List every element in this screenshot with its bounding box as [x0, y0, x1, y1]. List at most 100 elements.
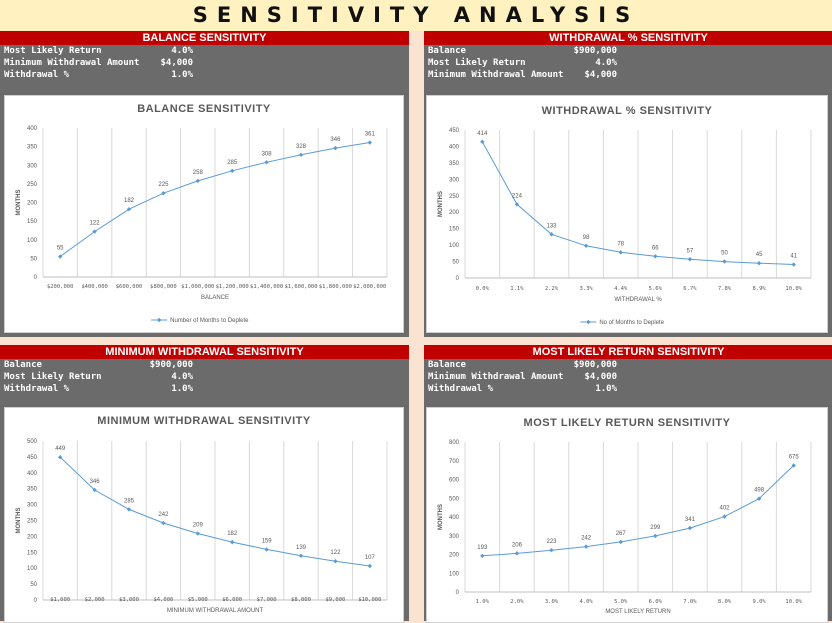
data-label: 139 [296, 545, 307, 551]
y-tick-label: 250 [27, 182, 38, 188]
x-tick-label: $1,600,000 [284, 284, 317, 290]
data-label: 122 [90, 221, 101, 227]
y-tick-label: 300 [449, 534, 460, 540]
chart-most-likely-return: MOST LIKELY RETURN SENSITIVITY 0 100 200 300… [426, 407, 828, 623]
data-label: 346 [90, 479, 101, 485]
panel-header: WITHDRAWAL % SENSITIVITY [424, 31, 832, 45]
data-point [791, 463, 796, 468]
x-tick-label: 6.0% [649, 599, 663, 605]
y-tick-label: 500 [27, 439, 38, 445]
data-point [480, 553, 485, 559]
data-point [195, 531, 200, 536]
data-point [618, 250, 623, 255]
series-line [59, 456, 370, 567]
x-tick-label: 5.0% [614, 599, 628, 605]
data-label: 133 [546, 223, 557, 229]
param-value: 4.0% [171, 46, 193, 56]
panel-header: MINIMUM WITHDRAWAL SENSITIVITY [0, 345, 409, 359]
chart-title: BALANCE SENSITIVITY [137, 103, 271, 115]
series-line [482, 465, 795, 557]
data-point [333, 559, 338, 564]
legend-marker [156, 317, 162, 323]
x-tick-label: 7.0% [683, 599, 697, 605]
x-tick-label: 3.0% [545, 599, 559, 605]
y-axis-label: MONTHS [438, 191, 444, 217]
y-tick-label: 100 [449, 571, 460, 577]
data-point [92, 487, 97, 493]
y-tick-label: 400 [449, 144, 460, 150]
y-tick-label: 150 [27, 550, 38, 556]
data-point [264, 547, 269, 552]
x-tick-label: 1.0% [476, 599, 490, 605]
data-label: 242 [158, 512, 169, 518]
x-tick-label: 3.3% [579, 286, 593, 292]
y-tick-label: 200 [27, 201, 38, 207]
data-point [298, 553, 304, 558]
x-tick-label: 1.1% [510, 286, 524, 292]
param-row: Balance $900,000 [427, 359, 830, 371]
y-tick-label: 300 [27, 503, 38, 509]
data-label: 182 [227, 531, 238, 537]
y-tick-label: 800 [449, 440, 460, 446]
x-tick-label: 2.0% [510, 599, 524, 605]
data-label: 242 [581, 536, 592, 542]
data-point [791, 262, 796, 267]
param-row: Minimum Withdrawal Amount $4,000 [427, 371, 830, 383]
data-label: 159 [262, 538, 273, 544]
x-tick-label: 9.0% [752, 599, 766, 605]
y-tick-label: 350 [449, 161, 460, 167]
y-tick-label: 200 [449, 210, 460, 216]
data-point [367, 563, 372, 569]
param-row: Minimum Withdrawal Amount $4,000 [3, 57, 406, 69]
y-tick-label: 450 [449, 128, 460, 134]
y-tick-label: 150 [27, 219, 38, 225]
data-point [92, 229, 97, 234]
data-label: 285 [227, 160, 238, 166]
data-point [58, 254, 63, 259]
param-value: $900,000 [573, 360, 617, 370]
y-tick-label: 350 [27, 145, 38, 151]
param-label: Withdrawal % [4, 384, 70, 394]
data-label: 258 [193, 170, 204, 176]
data-point [298, 152, 304, 158]
chart-title: WITHDRAWAL % SENSITIVITY [542, 105, 713, 117]
legend-label: No of Months to Deplete [599, 320, 664, 326]
param-value: 1.0% [171, 384, 193, 394]
x-tick-label: $1,000 [50, 597, 70, 603]
x-tick-label: $10,000 [358, 597, 381, 603]
x-tick-label: $1,800,000 [319, 284, 352, 290]
y-tick-label: 300 [27, 163, 38, 169]
x-tick-label: $1,200,000 [216, 284, 249, 290]
data-point [161, 190, 166, 196]
data-point [480, 139, 485, 145]
data-label: 55 [57, 246, 64, 252]
data-label: 50 [721, 251, 728, 257]
param-row: Balance $900,000 [427, 45, 830, 57]
data-point [333, 145, 338, 151]
x-tick-label: 7.8% [718, 286, 732, 292]
param-label: Minimum Withdrawal Amount [428, 70, 564, 80]
data-label: 225 [158, 182, 169, 188]
param-row: Most Likely Return 4.0% [3, 45, 406, 57]
data-label: 498 [754, 488, 765, 494]
y-tick-label: 400 [449, 515, 460, 521]
data-label: 66 [652, 245, 659, 251]
data-label: 402 [719, 506, 730, 512]
y-tick-label: 0 [456, 590, 460, 596]
y-tick-label: 50 [30, 582, 37, 588]
param-label: Withdrawal % [428, 384, 494, 394]
y-axis-label: MONTHS [438, 504, 444, 530]
data-label: 206 [512, 542, 523, 548]
x-tick-label: $2,000 [85, 597, 105, 603]
chart-title: MOST LIKELY RETURN SENSITIVITY [524, 417, 731, 429]
x-tick-label: $6,000 [222, 597, 242, 603]
data-label: 107 [365, 555, 376, 561]
data-label: 78 [617, 241, 624, 247]
param-value: 1.0% [171, 70, 193, 80]
data-point [549, 547, 554, 553]
series-line [59, 142, 370, 257]
chart-title: MINIMUM WITHDRAWAL SENSITIVITY [97, 415, 311, 427]
chart-balance: BALANCE SENSITIVITY 0 50 100 150 200 250 300 350… [4, 95, 404, 333]
x-tick-label: 4.4% [614, 286, 628, 292]
data-label: 209 [193, 523, 204, 529]
